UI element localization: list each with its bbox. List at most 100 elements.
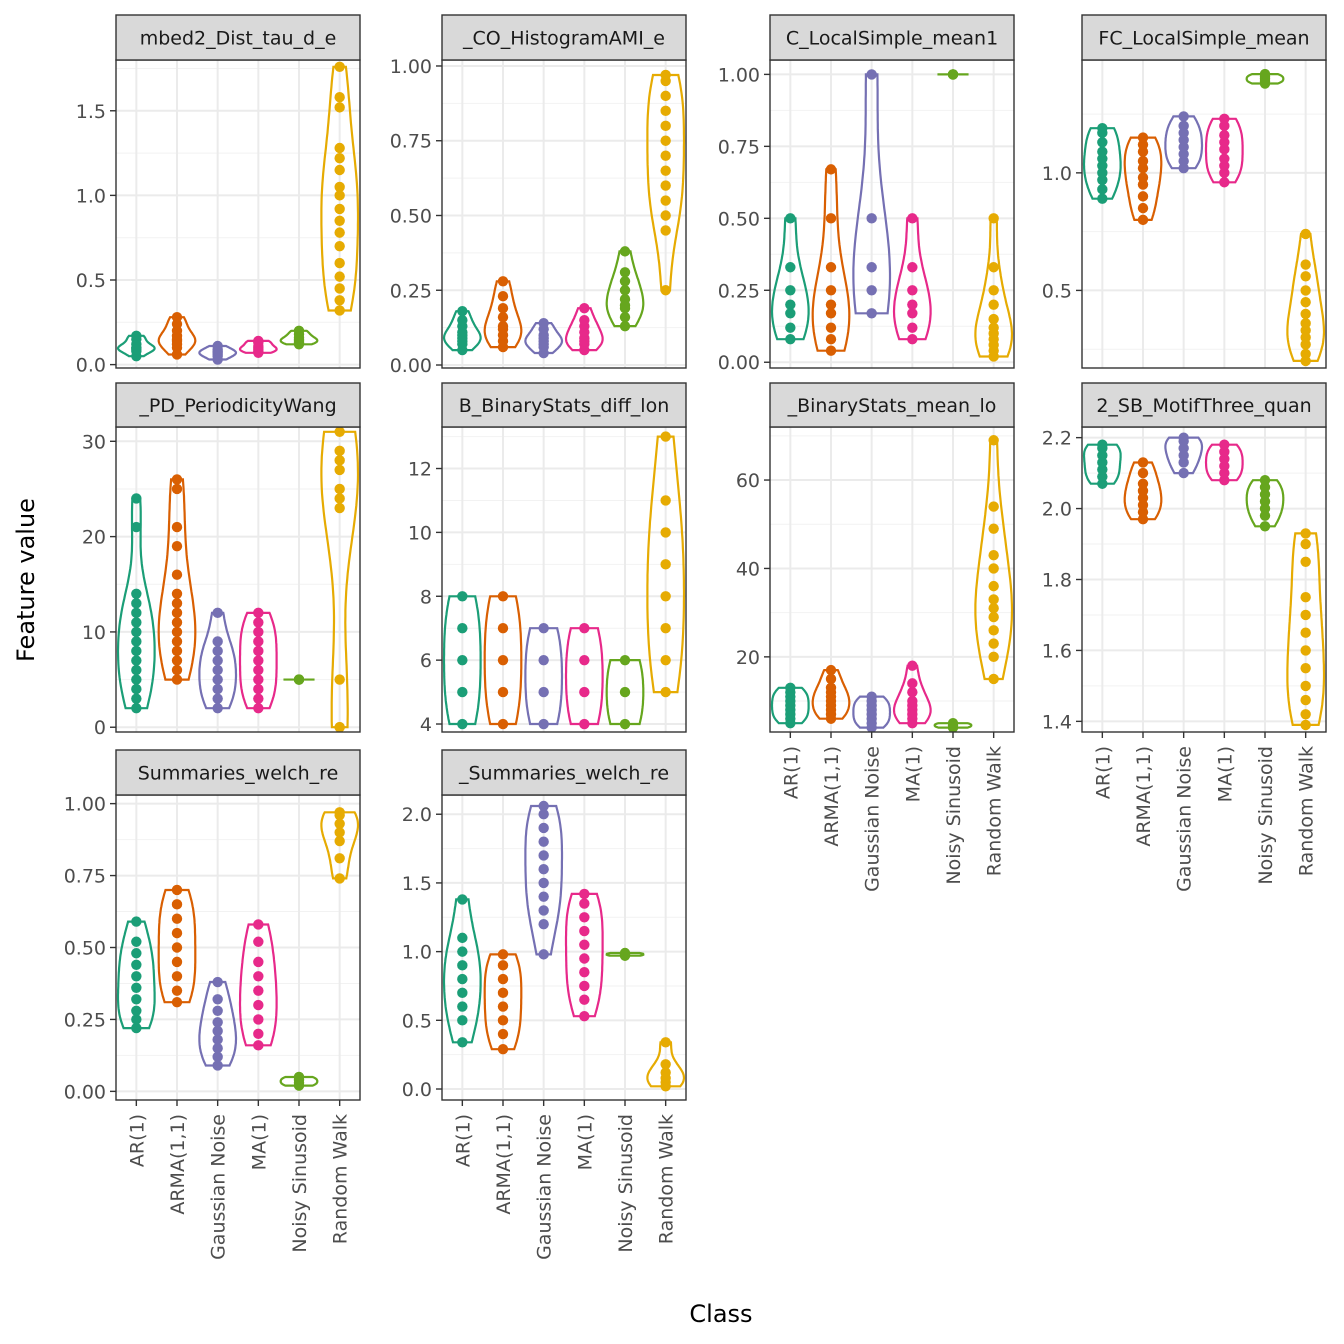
data-point <box>334 464 345 476</box>
data-point <box>988 625 999 636</box>
data-point <box>253 956 264 968</box>
strip-background <box>441 382 687 428</box>
data-point <box>988 594 999 605</box>
data-point <box>866 308 877 319</box>
panel-data <box>1082 68 1326 367</box>
x-tick-label: Random Walk <box>1296 746 1318 876</box>
x-tick-label: Random Walk <box>984 746 1006 876</box>
data-point <box>293 674 305 685</box>
data-point <box>825 322 837 333</box>
violin-4 <box>1204 443 1244 482</box>
data-point <box>619 320 631 332</box>
data-point <box>988 262 999 273</box>
violin-2 <box>483 595 523 726</box>
data-point <box>497 1043 509 1055</box>
panel-data <box>442 69 686 359</box>
y-tick-label: 0.50 <box>390 205 432 227</box>
data-point <box>660 1037 671 1048</box>
data-point <box>497 686 509 698</box>
data-point <box>457 894 468 905</box>
data-point <box>1300 662 1311 674</box>
data-point <box>1137 172 1149 183</box>
data-point <box>293 337 305 348</box>
y-tick-label: 1.0 <box>76 185 106 207</box>
data-point <box>171 927 183 939</box>
data-point <box>253 655 264 666</box>
x-tick-label: AR(1) <box>126 1114 148 1167</box>
data-point <box>131 994 142 1005</box>
data-point <box>1300 694 1311 706</box>
data-point <box>212 645 223 657</box>
data-point <box>131 607 142 619</box>
x-tick-label: AR(1) <box>452 1114 474 1167</box>
violin-1 <box>116 334 156 358</box>
data-point <box>988 563 999 574</box>
panel-title: _PD_PeriodicityWang <box>138 395 336 417</box>
violin-3 <box>1164 436 1204 475</box>
data-point <box>619 718 631 730</box>
data-point <box>171 985 183 996</box>
data-point <box>619 285 631 296</box>
data-point <box>171 540 183 552</box>
data-point <box>538 317 549 329</box>
data-point <box>131 1005 142 1017</box>
data-point <box>253 1028 264 1040</box>
data-point <box>253 636 264 647</box>
data-point <box>131 636 142 647</box>
panel-data <box>770 435 1014 732</box>
y-tick-label: 2.0 <box>402 804 432 826</box>
panel-5: _PD_PeriodicityWang 0 10 20 30 <box>82 382 361 739</box>
data-point <box>785 334 796 345</box>
panel-title: _BinaryStats_mean_lo <box>787 395 997 417</box>
data-point <box>131 598 142 609</box>
data-point <box>131 493 142 504</box>
data-point <box>907 299 918 310</box>
data-point <box>212 345 223 357</box>
data-point <box>579 994 590 1005</box>
data-point <box>212 636 223 647</box>
data-point <box>660 285 671 296</box>
data-point <box>212 1051 223 1063</box>
data-point <box>1137 478 1149 489</box>
x-tick-label: Random Walk <box>656 1114 678 1244</box>
data-point <box>538 877 549 889</box>
panel-title: 2_SB_MotifThree_quan <box>1096 395 1311 417</box>
data-point <box>907 213 918 224</box>
data-point <box>619 246 631 257</box>
data-point <box>171 636 183 647</box>
data-point <box>334 215 345 226</box>
data-point <box>947 717 959 729</box>
data-point <box>171 569 183 580</box>
data-point <box>171 674 183 685</box>
data-point <box>334 873 345 884</box>
data-point <box>579 654 590 666</box>
panel-background <box>116 60 360 368</box>
data-point <box>1097 137 1108 148</box>
y-tick-label: 1.00 <box>64 794 106 816</box>
data-point <box>825 682 837 693</box>
data-point <box>334 257 345 269</box>
panel-2: _CO_HistogramAMI_e 0.00 0.25 0.50 0.75 1.00 <box>390 14 687 377</box>
data-point <box>579 1010 590 1022</box>
data-point <box>171 971 183 982</box>
data-point <box>334 674 345 685</box>
data-point <box>171 626 183 638</box>
violin-6 <box>646 435 686 694</box>
data-point <box>907 687 918 698</box>
data-point <box>660 495 671 506</box>
data-point <box>1300 296 1311 308</box>
data-point <box>579 925 590 937</box>
data-point <box>131 971 142 982</box>
data-point <box>1300 228 1311 240</box>
data-point <box>253 345 264 357</box>
violin-3 <box>524 627 564 726</box>
y-tick-label: 40 <box>736 558 760 580</box>
data-point <box>1137 457 1149 468</box>
data-point <box>457 591 468 602</box>
violin-3 <box>1164 115 1204 170</box>
violin-4 <box>1204 117 1244 184</box>
data-point <box>538 338 549 350</box>
data-point <box>947 69 959 80</box>
data-point <box>825 164 837 175</box>
violin-4 <box>564 627 604 726</box>
